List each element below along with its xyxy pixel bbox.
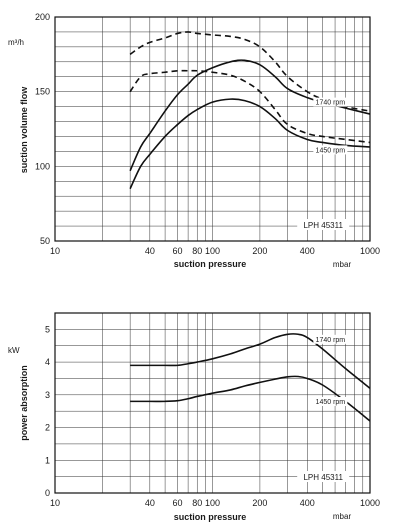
flow-x-tick-label: 40 bbox=[145, 246, 155, 256]
flow-x-axis-title: suction pressure bbox=[174, 259, 247, 269]
power-model-label-bg bbox=[297, 471, 350, 482]
power-x-unit: mbar bbox=[333, 512, 352, 521]
power-series-line-1 bbox=[130, 375, 371, 422]
power-y-tick-label: 3 bbox=[45, 390, 50, 400]
suction-volume-flow-chart: 10 40 60 80 100 200 400 100050100150200m³/hsuct… bbox=[8, 12, 380, 269]
flow-curve-label-bg bbox=[313, 97, 348, 107]
power-y-unit: kW bbox=[8, 346, 20, 355]
power-absorption-chart: 10 40 60 80 100 200 400 1000 0 1 2 3 4 5 kW power absor… bbox=[8, 312, 380, 522]
flow-y-tick-label: 100 bbox=[35, 161, 50, 171]
power-y-tick-label: 2 bbox=[45, 423, 50, 433]
power-y-tick-label: 1 bbox=[45, 455, 50, 465]
power-series-line-0 bbox=[130, 333, 371, 389]
flow-curve-label: 1450 rpm bbox=[316, 147, 346, 154]
flow-y-tick-label: 200 bbox=[35, 12, 50, 22]
flow-y-unit: m³/h bbox=[8, 38, 24, 47]
power-x-tick-label: 80 bbox=[192, 498, 202, 508]
power-y-axis-title: power absorption bbox=[19, 365, 29, 441]
flow-series-line-0 bbox=[129, 31, 371, 112]
flow-x-tick-label: 60 bbox=[173, 246, 183, 256]
power-plot-frame bbox=[54, 312, 371, 494]
flow-x-tick-label: 10 bbox=[50, 246, 60, 256]
power-curve-label: 1450 rpm bbox=[316, 399, 346, 406]
flow-model-label: LPH 45311 bbox=[303, 221, 343, 230]
flow-series-line-2 bbox=[129, 69, 371, 144]
power-model-label: LPH 45311 bbox=[303, 473, 343, 482]
flow-grid bbox=[55, 17, 370, 241]
flow-x-unit: mbar bbox=[333, 260, 352, 269]
flow-x-tick-label: 100 bbox=[205, 246, 220, 256]
power-x-tick-label: 400 bbox=[300, 498, 315, 508]
flow-y-axis-title: suction volume flow bbox=[19, 86, 29, 174]
power-x-tick-label: 10 bbox=[50, 498, 60, 508]
power-y-tick-label: 5 bbox=[45, 324, 50, 334]
power-x-tick-label: 60 bbox=[173, 498, 183, 508]
power-x-tick-label: 1000 bbox=[360, 498, 380, 508]
power-x-tick-label: 100 bbox=[205, 498, 220, 508]
flow-series-line-1 bbox=[129, 59, 371, 172]
power-x-tick-label: 40 bbox=[145, 498, 155, 508]
flow-y-tick-label: 50 bbox=[40, 236, 50, 246]
power-y-tick-label: 0 bbox=[45, 488, 50, 498]
power-curve-label-bg bbox=[313, 397, 348, 406]
power-curve-label-bg bbox=[313, 334, 348, 344]
flow-x-tick-label: 1000 bbox=[360, 246, 380, 256]
power-x-axis-title: suction pressure bbox=[174, 512, 247, 522]
flow-y-tick-label: 150 bbox=[35, 87, 50, 97]
flow-curve-label: 1740 rpm bbox=[316, 100, 346, 107]
flow-model-label-bg bbox=[297, 219, 350, 230]
flow-x-tick-label: 400 bbox=[300, 246, 315, 256]
power-x-tick-label: 200 bbox=[252, 498, 267, 508]
power-y-tick-label: 4 bbox=[45, 357, 50, 367]
flow-series-line-3 bbox=[129, 98, 371, 190]
flow-plot-frame bbox=[54, 16, 371, 242]
flow-curve-label-bg bbox=[313, 145, 348, 155]
flow-x-tick-label: 80 bbox=[192, 246, 202, 256]
flow-x-tick-label: 200 bbox=[252, 246, 267, 256]
power-curve-label: 1740 rpm bbox=[316, 337, 346, 344]
